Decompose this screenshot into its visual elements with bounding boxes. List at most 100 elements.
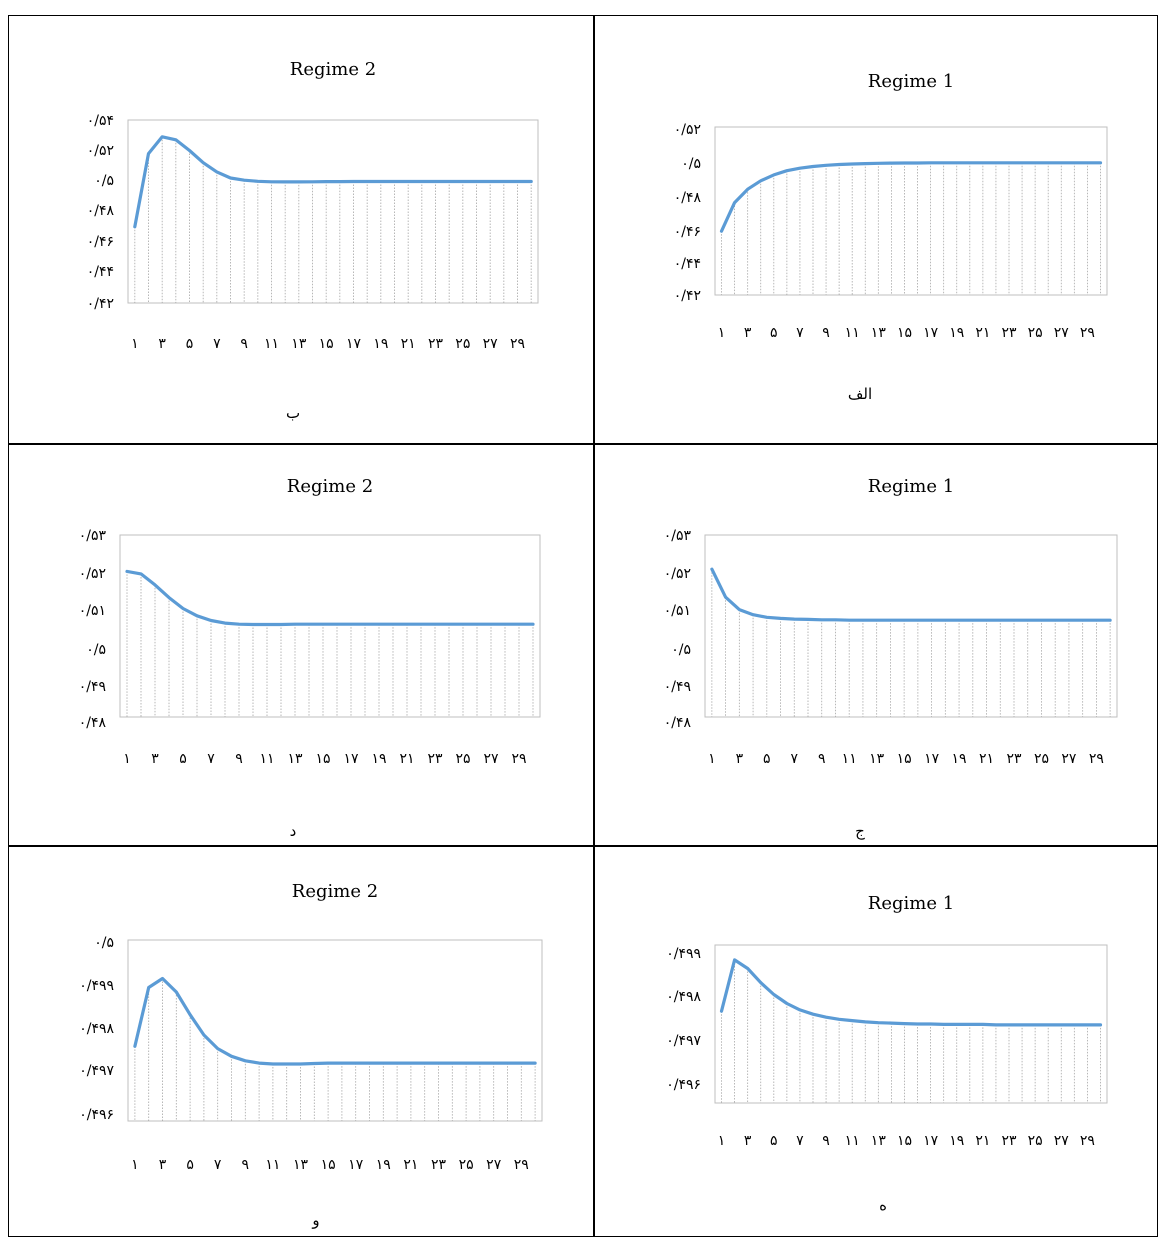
column-divider [593, 15, 595, 1237]
x-tick-label: ۱۱ [264, 336, 279, 352]
chart-title: Regime 1 [868, 893, 954, 914]
x-tick-label: ۷ [214, 1157, 222, 1173]
y-tick-label: ۰/۵ [94, 173, 114, 189]
x-tick-label: ۲۳ [428, 336, 444, 352]
x-tick-label: ۱۷ [343, 751, 359, 767]
x-tick-label: ۲۳ [427, 751, 443, 767]
x-tick-label: ۱۵ [319, 336, 334, 352]
y-tick-label: ۰/۵۲ [664, 566, 691, 582]
x-tick-label: ۱۱ [259, 751, 274, 767]
y-tick-label: ۰/۵ [671, 642, 691, 658]
x-tick-label: ۲۷ [1061, 751, 1077, 767]
chart-svg: Regime 2۰/۵۴۰/۵۲۰/۵۰/۴۸۰/۴۶۰/۴۴۰/۴۲۱ ۳ ۵ ۷ ۹… [87, 59, 539, 352]
x-tick-label: ۱ [718, 325, 726, 341]
x-tick-label: ۲۵ [1028, 1133, 1043, 1149]
y-tick-label: ۰/۴۲ [87, 296, 114, 312]
x-tick-label: ۳ [744, 325, 752, 341]
x-tick-label: ۲۵ [1028, 325, 1043, 341]
x-tick-label: ۷ [207, 751, 215, 767]
y-tick-label: ۰/۴۶ [674, 224, 701, 240]
x-tick-label: ۱۳ [287, 751, 303, 767]
x-tick-label: ۲۹ [514, 1157, 529, 1173]
x-tick-label: ۹ [818, 751, 826, 767]
y-tick-label: ۰/۵۲ [79, 566, 106, 582]
y-tick-label: ۰/۵۲ [87, 143, 114, 159]
x-tick-label: ۹ [822, 325, 830, 341]
x-tick-label: ۱۱ [265, 1157, 280, 1173]
x-tick-label: ۹ [242, 1157, 250, 1173]
chart-vav: Regime 2 ۰/۵ ۰/۴۹۹ ۰/۴۹۸ ۰/۴۹۷ ۰/۴۹۶ ۱ ۳ ۵ ۷ ۹ ۱۱ ۱۳… [20, 865, 590, 1255]
x-tick-label: ۱۹ [952, 751, 967, 767]
x-tick-label: ۲۷ [486, 1157, 502, 1173]
series-line [133, 135, 533, 229]
row-divider-2 [8, 845, 1158, 847]
caption-jim: ج [855, 822, 865, 840]
y-tick-label: ۰/۴۶ [87, 234, 114, 250]
x-tick-label: ۲۹ [510, 336, 525, 352]
x-tick-label: ۱۵ [315, 751, 330, 767]
y-tick-label: ۰/۵۱ [79, 603, 106, 619]
x-tick-label: ۳ [151, 751, 159, 767]
y-tick-label: ۰/۴۹۸ [79, 1021, 114, 1037]
x-tick-label: ۲۱ [975, 1133, 990, 1149]
x-tick-label: ۱ [131, 1157, 139, 1173]
caption-b: ب [285, 404, 301, 422]
x-tick-label: ۲۵ [455, 336, 470, 352]
x-tick-label: ۱۱ [845, 325, 860, 341]
y-tick-label: ۰/۴۸ [87, 203, 115, 219]
x-tick-label: ۲۹ [511, 751, 526, 767]
x-tick-label: ۱۳ [871, 1133, 887, 1149]
series-line [133, 976, 537, 1066]
y-tick-label: ۰/۴۹۶ [79, 1107, 114, 1123]
x-tick-label: ۲۱ [403, 1157, 418, 1173]
y-tick-label: ۰/۵ [681, 156, 701, 172]
x-tick-label: ۷ [791, 751, 799, 767]
x-tick-label: ۱۳ [291, 336, 307, 352]
plot-area [714, 944, 1108, 1104]
y-tick-label: ۰/۴۸ [674, 190, 702, 206]
chart-svg: Regime 1۰/۵۲۰/۵۰/۴۸۰/۴۶۰/۴۴۰/۴۲۱ ۳ ۵ ۷ ۹ ۱۱ ۱۳… [674, 71, 1108, 341]
x-tick-label: ۱۷ [348, 1157, 364, 1173]
x-tick-label: ۲۳ [1001, 1133, 1017, 1149]
x-tick-label: ۱۳ [871, 325, 887, 341]
y-tick-label: ۰/۵۳ [79, 528, 107, 544]
y-tick-label: ۰/۵۲ [674, 122, 701, 138]
x-tick-label: ۲۵ [459, 1157, 474, 1173]
x-tick-label: ۷ [796, 1133, 804, 1149]
x-tick-label: ۲۳ [1006, 751, 1022, 767]
x-tick-label: ۱۷ [923, 325, 939, 341]
x-tick-label: ۹ [240, 336, 248, 352]
y-tick-label: ۰/۵۱ [664, 603, 691, 619]
x-tick-label: ۱ [718, 1133, 726, 1149]
chart-title: Regime 2 [290, 59, 376, 80]
y-tick-label: ۰/۴۸ [664, 715, 692, 731]
x-tick-label: ۹ [822, 1133, 830, 1149]
y-tick-label: ۰/۴۹۹ [666, 946, 701, 962]
x-tick-label: ۱۵ [897, 325, 912, 341]
series-line [710, 567, 1112, 622]
caption-vav: و [312, 1211, 320, 1229]
x-tick-label: ۱۳ [293, 1157, 309, 1173]
plot-area [127, 119, 539, 304]
x-tick-label: ۳ [158, 336, 166, 352]
x-tick-label: ۲۹ [1080, 1133, 1095, 1149]
x-tick-label: ۱۷ [346, 336, 362, 352]
chart-b: Regime 2 ۰/۵۴ ۰/۵۲ ۰/۵ ۰/۴۸ ۰/۴۶ ۰/۴۴ ۰/۴۲ ۱ ۳ ۵ ۷ ۹… [20, 45, 590, 435]
chart-title: Regime 1 [868, 476, 954, 497]
chart-jim: Regime 1 ۰/۵۳ ۰/۵۲ ۰/۵۱ ۰/۵ ۰/۴۹ ۰/۴۸ ۱ ۳ ۵ ۷ ۹ ۱۱ ۱۳… [605, 460, 1161, 850]
y-tick-label: ۰/۴۸ [79, 715, 107, 731]
x-tick-label: ۱۵ [897, 751, 912, 767]
x-tick-label: ۵ [763, 751, 771, 767]
y-tick-label: ۰/۴۲ [674, 288, 701, 304]
chart-title: Regime 1 [868, 71, 954, 92]
y-tick-label: ۰/۴۹ [79, 679, 106, 695]
x-tick-label: ۱۷ [924, 751, 940, 767]
caption-he: ه [879, 1196, 887, 1214]
chart-title: Regime 2 [292, 881, 378, 902]
y-tick-label: ۰/۵۳ [664, 528, 692, 544]
y-tick-label: ۰/۴۹۶ [666, 1077, 701, 1093]
x-tick-label: ۱۹ [949, 1133, 964, 1149]
x-tick-label: ۱۵ [897, 1133, 912, 1149]
x-tick-label: ۱۹ [373, 336, 388, 352]
